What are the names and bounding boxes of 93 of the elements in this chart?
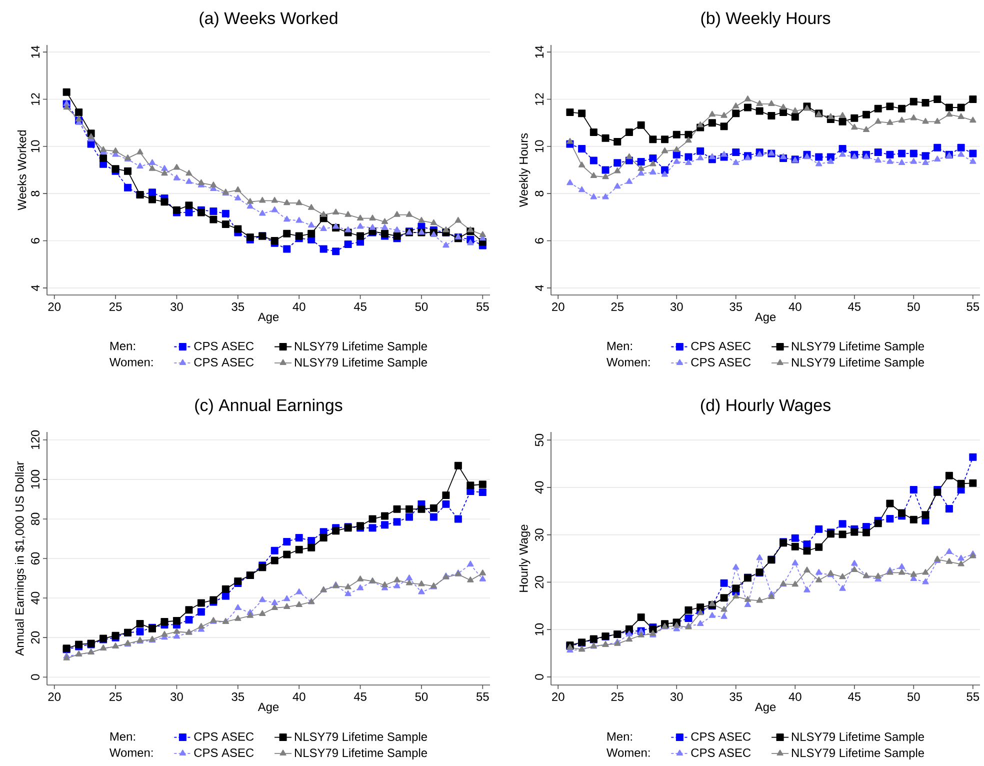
text: Women: xyxy=(606,748,650,757)
chart-title: (d) Hourly Wages xyxy=(700,398,830,414)
x-axis-title: Age xyxy=(258,312,279,324)
y-tick-label: 50 xyxy=(535,434,544,446)
x-tick-label: 50 xyxy=(415,692,428,701)
y-tick-label: 20 xyxy=(31,631,40,644)
legend-label: NLSY79 Lifetime Sample xyxy=(792,748,924,760)
y-tick-label: 12 xyxy=(535,93,544,105)
x-tick-label: 55 xyxy=(476,302,489,311)
x-tick-label: 20 xyxy=(552,692,564,701)
y-tick-label: 14 xyxy=(31,46,40,58)
x-tick-label: 40 xyxy=(788,692,802,701)
legend-label: CPS ASEC xyxy=(194,342,254,350)
y-tick-label: 120 xyxy=(31,430,40,449)
y-tick-label: 40 xyxy=(31,592,40,604)
y-tick-label: 12 xyxy=(31,93,40,105)
legend-label: CPS ASEC xyxy=(691,748,751,757)
legend-label: CPS ASEC xyxy=(194,732,254,741)
x-tick-label: 45 xyxy=(354,692,366,701)
x-axis-title: Age xyxy=(754,312,776,324)
legend-label: NLSY79 Lifetime Sample xyxy=(294,342,427,353)
text: Men: xyxy=(110,732,135,741)
legend-label: NLSY79 Lifetime Sample xyxy=(294,748,427,760)
y-axis-title: Weeks Worked xyxy=(17,130,26,210)
legend-label: CPS ASEC xyxy=(691,342,751,350)
text: Men: xyxy=(110,342,135,350)
x-tick-label: 20 xyxy=(552,302,564,311)
y-tick-label: 0 xyxy=(535,674,544,680)
x-tick-label: 20 xyxy=(48,302,61,311)
legend-label: CPS ASEC xyxy=(194,358,254,366)
text: Women: xyxy=(109,358,153,366)
x-tick-label: 55 xyxy=(966,302,980,311)
x-tick-label: 25 xyxy=(611,692,624,701)
y-tick-label: 8 xyxy=(535,190,544,196)
y-tick-label: 4 xyxy=(31,284,40,291)
text: Men: xyxy=(607,732,632,741)
y-tick-label: 10 xyxy=(535,623,544,636)
x-tick-label: 45 xyxy=(354,302,366,311)
y-tick-label: 14 xyxy=(535,46,544,58)
y-axis-title: Annual Earnings in $1,000 US Dollar xyxy=(14,461,26,656)
legend-label: NLSY79 Lifetime Sample xyxy=(792,358,924,369)
x-tick-label: 35 xyxy=(730,692,742,701)
y-tick-label: 80 xyxy=(31,512,40,526)
legend-label: CPS ASEC xyxy=(194,748,254,757)
x-axis-title: Age xyxy=(754,702,776,714)
x-tick-label: 50 xyxy=(907,692,920,701)
x-tick-label: 40 xyxy=(292,692,306,701)
x-axis-title: Age xyxy=(258,702,279,714)
x-tick-label: 30 xyxy=(170,692,183,701)
y-axis-title: Weekly Hours xyxy=(519,133,530,208)
x-tick-label: 30 xyxy=(670,692,683,701)
y-tick-label: 4 xyxy=(535,284,544,291)
y-tick-label: 6 xyxy=(535,238,544,244)
y-tick-label: 0 xyxy=(31,674,40,680)
y-tick-label: 60 xyxy=(31,552,40,565)
x-tick-label: 35 xyxy=(730,302,742,311)
y-tick-label: 20 xyxy=(535,576,544,588)
chart-title: (a) Weeks Worked xyxy=(200,12,338,28)
x-tick-label: 30 xyxy=(670,302,683,311)
chart-title: (b) Weekly Hours xyxy=(701,12,830,28)
y-tick-label: 10 xyxy=(31,140,40,152)
x-tick-label: 20 xyxy=(48,692,61,701)
legend-label: NLSY79 Lifetime Sample xyxy=(792,732,924,744)
x-tick-label: 50 xyxy=(907,302,920,311)
y-tick-label: 40 xyxy=(535,481,544,494)
text: Women: xyxy=(606,358,650,366)
text: Men: xyxy=(607,342,632,350)
x-tick-label: 25 xyxy=(109,692,122,701)
y-tick-label: 100 xyxy=(31,470,40,489)
x-tick-label: 30 xyxy=(170,302,183,311)
y-tick-label: 6 xyxy=(31,238,40,244)
x-tick-label: 35 xyxy=(232,692,244,701)
legend-label: CPS ASEC xyxy=(691,358,751,366)
text: Women: xyxy=(109,748,153,757)
x-tick-label: 50 xyxy=(415,302,428,311)
legend-label: CPS ASEC xyxy=(691,732,751,741)
x-tick-label: 45 xyxy=(848,302,861,311)
legend-label: NLSY79 Lifetime Sample xyxy=(792,342,924,353)
x-tick-label: 55 xyxy=(966,692,980,701)
x-tick-label: 40 xyxy=(788,302,802,311)
legend-label: NLSY79 Lifetime Sample xyxy=(294,358,427,369)
y-axis-title: Hourly Wage xyxy=(519,524,530,592)
y-tick-label: 8 xyxy=(31,190,40,196)
x-tick-label: 25 xyxy=(109,302,122,311)
x-tick-label: 45 xyxy=(848,692,861,701)
x-tick-label: 35 xyxy=(232,302,244,311)
legend-label: NLSY79 Lifetime Sample xyxy=(294,732,427,744)
y-tick-label: 30 xyxy=(535,528,544,541)
x-tick-label: 25 xyxy=(611,302,624,311)
x-tick-label: 40 xyxy=(292,302,306,311)
y-tick-label: 10 xyxy=(535,140,544,152)
chart-title: (c) Annual Earnings xyxy=(195,398,342,414)
x-tick-label: 55 xyxy=(476,692,489,701)
